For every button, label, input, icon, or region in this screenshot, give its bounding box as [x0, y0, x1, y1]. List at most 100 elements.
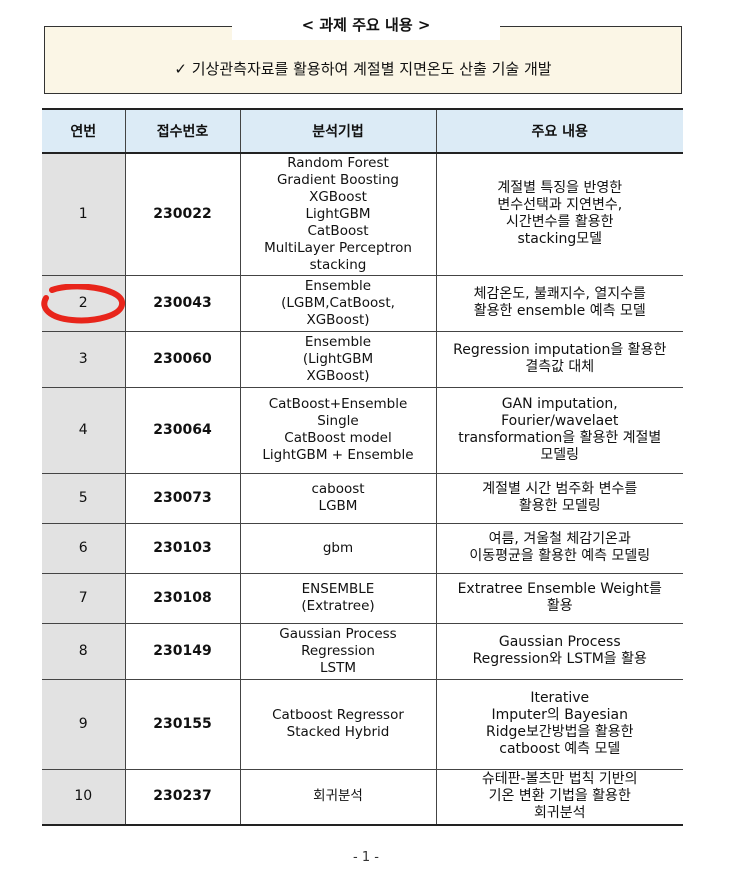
main-description: 계절별 시간 범주화 변수를 활용한 모델링 — [435, 472, 683, 524]
description-line: 활용 — [546, 598, 573, 614]
receipt-id: 230155 — [124, 678, 241, 770]
row-number: 8 — [42, 622, 126, 680]
method-line: stacking — [309, 256, 367, 273]
table-row: 7 230108 ENSEMBLE (Extratree) Extratree Ense… — [42, 572, 683, 624]
description-line: 이동평균을 활용한 예측 모델링 — [469, 548, 651, 564]
analysis-method: caboost LGBM — [239, 472, 437, 524]
receipt-id: 230103 — [124, 522, 241, 574]
description-line: Imputer의 Bayesian — [491, 707, 628, 723]
table-row: 5 230073 caboost LGBM 계절별 시간 범주화 변수를 활용한 모델링 — [42, 472, 683, 524]
method-line: Single — [317, 413, 359, 429]
analysis-method: gbm — [239, 522, 437, 574]
description-line: GAN imputation, — [501, 396, 618, 412]
main-description: 슈테판-볼츠만 법칙 기반의 기온 변환 기법을 활용한 회귀분석 — [435, 768, 683, 826]
main-description: 체감온도, 불쾌지수, 열지수를 활용한 ensemble 예측 모델 — [435, 274, 683, 332]
description-line: 계절별 특징을 반영한 — [497, 180, 623, 197]
row-number: 10 — [42, 768, 126, 826]
table-row: 2 230043 Ensemble (LGBM,CatBoost, XGBoost) 체감… — [42, 274, 683, 332]
method-line: MultiLayer Perceptron — [264, 239, 412, 256]
row-number: 4 — [42, 386, 126, 474]
method-line: Gradient Boosting — [276, 171, 400, 188]
analysis-method: Ensemble (LGBM,CatBoost, XGBoost) — [239, 274, 437, 332]
description-line: 활용한 모델링 — [518, 498, 601, 514]
main-description: 여름, 겨울철 체감기온과 이동평균을 활용한 예측 모델링 — [435, 522, 683, 574]
description-line: 활용한 ensemble 예측 모델 — [473, 303, 646, 319]
method-line: LGBM — [318, 498, 358, 514]
summary-text: ✓ 기상관측자료를 활용하여 계절별 지면온도 산출 기술 개발 — [174, 60, 552, 78]
description-line: 여름, 겨울철 체감기온과 — [488, 531, 631, 547]
method-line: CatBoost model — [284, 430, 392, 446]
method-line: gbm — [322, 539, 354, 556]
description-line: Fourier/wavelaet — [501, 413, 619, 429]
description-line: 결측값 대체 — [525, 359, 595, 375]
method-line: CatBoost+Ensemble — [268, 396, 408, 412]
header-number: 연번 — [42, 108, 126, 154]
description-line: Iterative — [530, 690, 590, 706]
description-line: 계절별 시간 범주화 변수를 — [482, 481, 638, 497]
description-line: 시간변수를 활용한 — [506, 214, 614, 231]
description-line: Extratree Ensemble Weight를 — [457, 581, 662, 597]
method-line: Regression — [301, 642, 375, 659]
description-line: 기온 변환 기법을 활용한 — [488, 788, 631, 805]
method-line: caboost — [311, 481, 365, 497]
method-line: XGBoost — [309, 188, 367, 205]
analysis-method: CatBoost+Ensemble Single CatBoost model Lig… — [239, 386, 437, 474]
table-row: 8 230149 Gaussian Process Regression LSTM Gau… — [42, 622, 683, 680]
table-row: 4 230064 CatBoost+Ensemble Single CatBoost m… — [42, 386, 683, 474]
description-line: Regression imputation을 활용한 — [453, 342, 667, 358]
table-row: 10 230237 회귀분석 슈테판-볼츠만 법칙 기반의 기온 변환 기법을 활용한 회… — [42, 768, 683, 826]
method-line: (LGBM,CatBoost, — [281, 294, 395, 311]
table-row: 9 230155 Catboost Regressor Stacked Hybrid I… — [42, 678, 683, 770]
description-line: transformation을 활용한 계절별 — [458, 430, 662, 446]
method-line: XGBoost) — [306, 367, 370, 384]
description-line: 슈테판-볼츠만 법칙 기반의 — [481, 771, 638, 788]
method-line: Ensemble — [304, 277, 372, 294]
main-description: Gaussian Process Regression와 LSTM을 활용 — [435, 622, 683, 680]
method-line: (LightGBM — [302, 350, 374, 367]
description-line: 체감온도, 불쾌지수, 열지수를 — [473, 286, 646, 302]
receipt-id: 230060 — [124, 330, 241, 388]
receipt-id: 230064 — [124, 386, 241, 474]
row-number: 9 — [42, 678, 126, 770]
method-line: Ensemble — [304, 333, 372, 350]
method-line: ENSEMBLE — [301, 581, 375, 597]
header-description: 주요 내용 — [435, 108, 683, 154]
analysis-method: ENSEMBLE (Extratree) — [239, 572, 437, 624]
method-line: XGBoost) — [306, 311, 370, 328]
main-description: GAN imputation, Fourier/wavelaet transform… — [435, 386, 683, 474]
method-line: Catboost Regressor — [272, 707, 404, 723]
description-line: catboost 예측 모델 — [499, 741, 621, 757]
main-description: Iterative Imputer의 Bayesian Ridge보간방법을 활용한… — [435, 678, 683, 770]
description-line: Ridge보간방법을 활용한 — [486, 724, 634, 740]
table-header-row: 연번 접수번호 분석기법 주요 내용 — [42, 108, 683, 154]
method-line: 회귀분석 — [313, 788, 363, 805]
row-number: 7 — [42, 572, 126, 624]
method-line: Stacked Hybrid — [286, 724, 390, 740]
method-line: (Extratree) — [301, 598, 375, 614]
method-line: Random Forest — [287, 154, 389, 171]
receipt-id: 230149 — [124, 622, 241, 680]
receipt-id: 230108 — [124, 572, 241, 624]
header-method: 분석기법 — [239, 108, 437, 154]
analysis-method: Catboost Regressor Stacked Hybrid — [239, 678, 437, 770]
analysis-table: 연번 접수번호 분석기법 주요 내용 1 230022 Random Forest G… — [42, 108, 683, 826]
method-line: LightGBM + Ensemble — [262, 447, 414, 463]
description-line: 회귀분석 — [533, 805, 586, 822]
receipt-id: 230237 — [124, 768, 241, 826]
table-row: 1 230022 Random Forest Gradient Boosting XGB… — [42, 152, 683, 276]
analysis-method: 회귀분석 — [239, 768, 437, 826]
receipt-id: 230022 — [124, 152, 241, 276]
row-number: 6 — [42, 522, 126, 574]
method-line: LightGBM — [305, 205, 371, 222]
page-number: - 1 - — [353, 850, 379, 865]
method-line: CatBoost — [307, 222, 369, 239]
main-description: Regression imputation을 활용한 결측값 대체 — [435, 330, 683, 388]
red-circle-annotation — [41, 284, 125, 324]
row-number: 1 — [42, 152, 126, 276]
description-line: 변수선택과 지연변수, — [497, 197, 623, 214]
description-line: Gaussian Process — [498, 634, 621, 650]
description-line: stacking모델 — [517, 231, 603, 248]
row-number: 5 — [42, 472, 126, 524]
receipt-id: 230043 — [124, 274, 241, 332]
summary-title: < 과제 주요 내용 > — [232, 10, 500, 40]
